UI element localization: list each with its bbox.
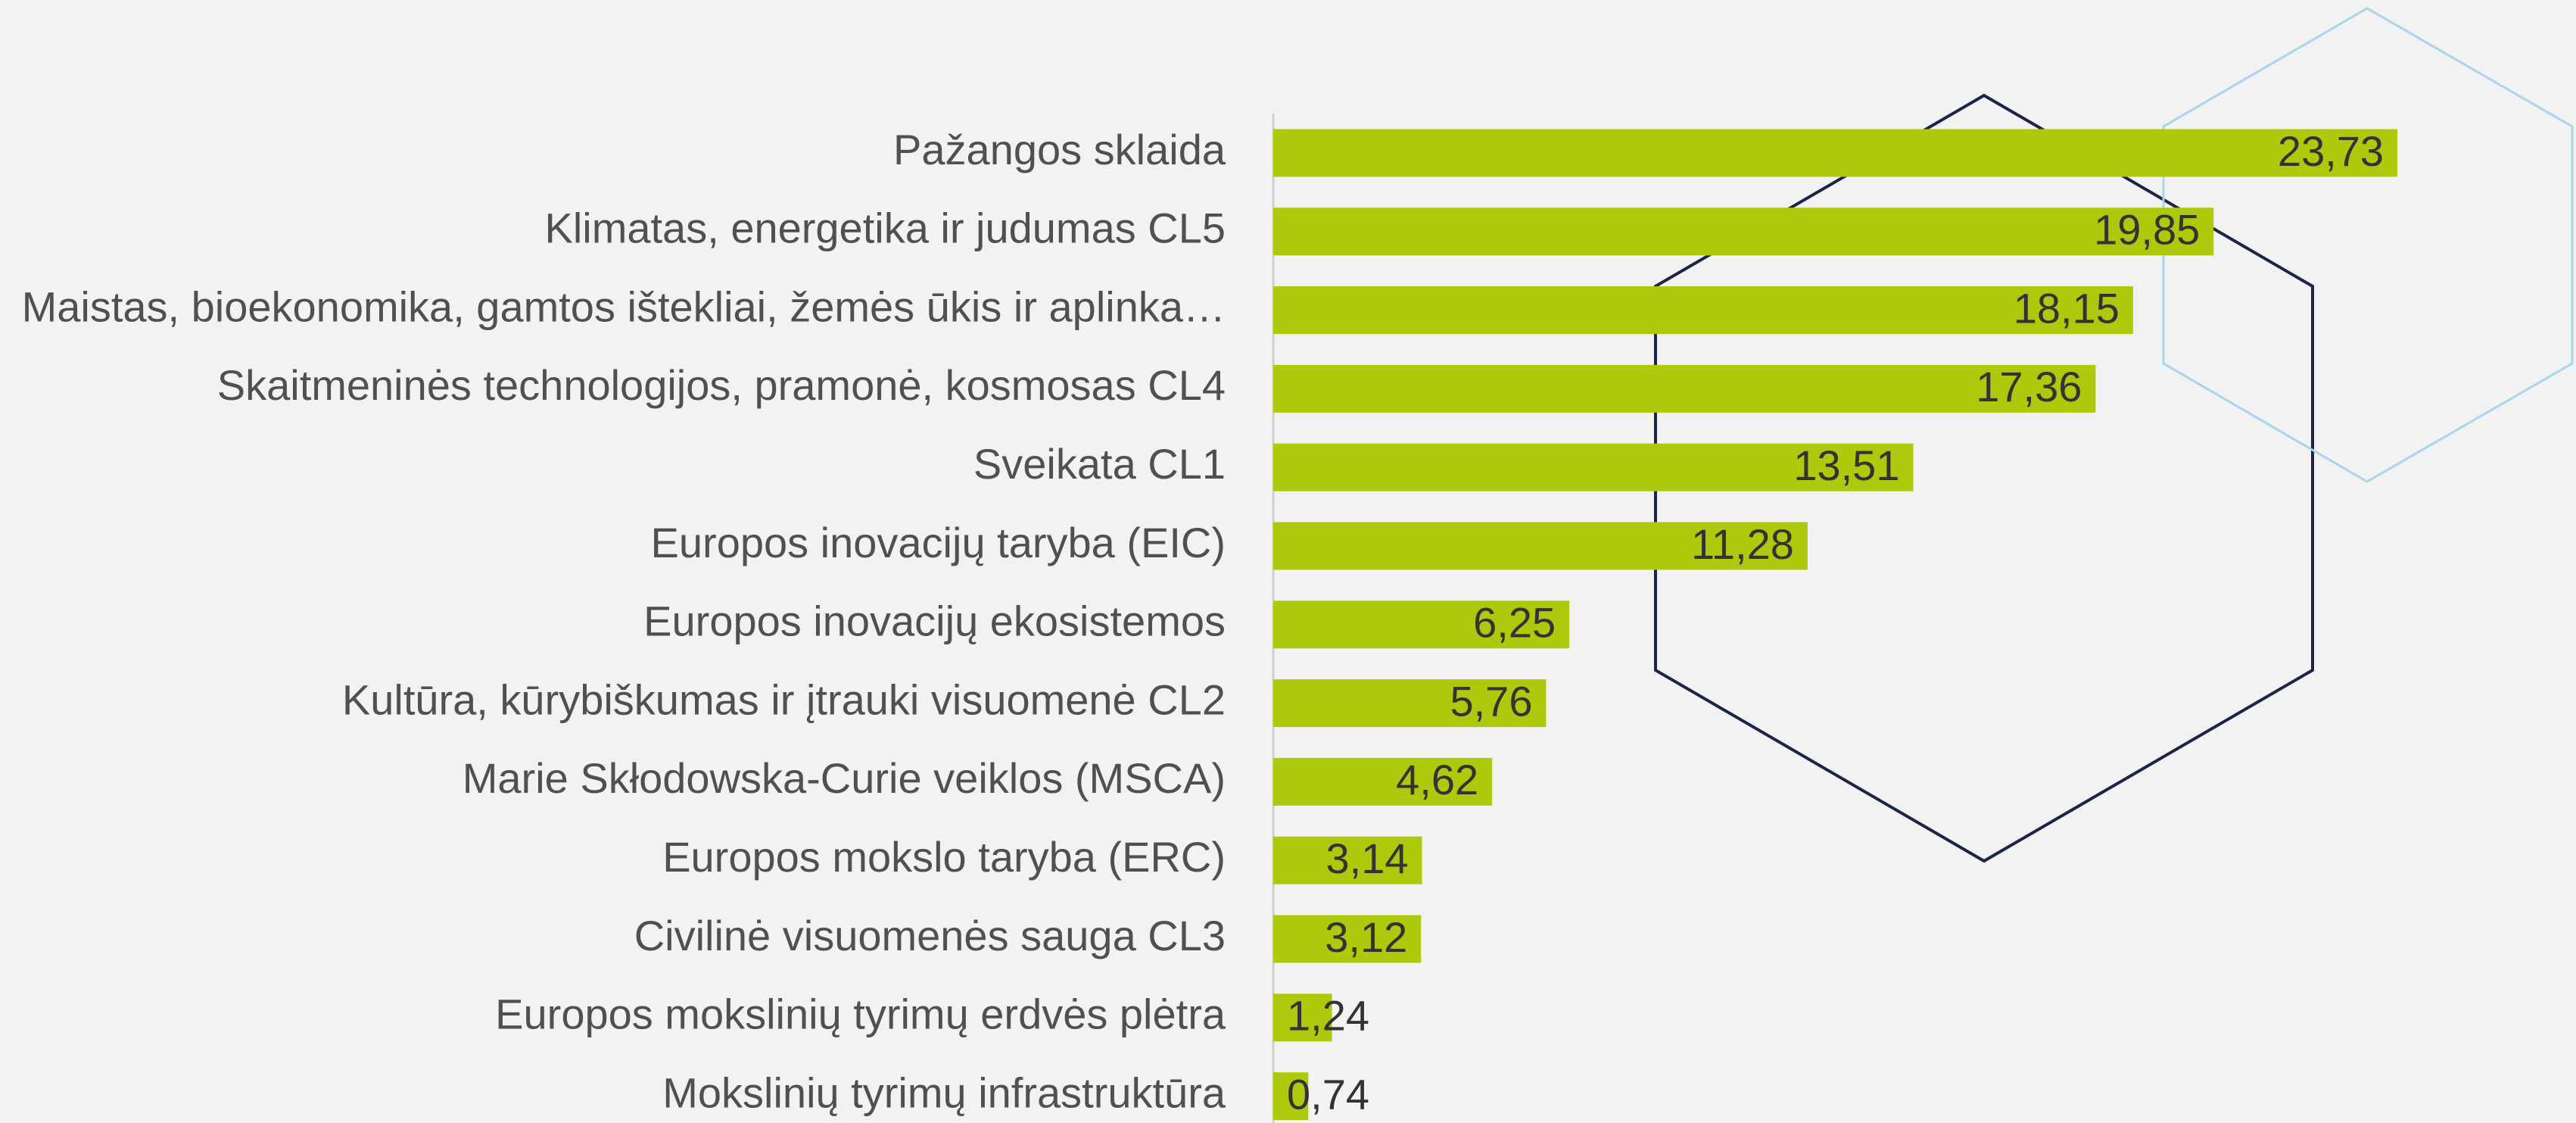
value-label: 23,73	[2278, 127, 2384, 175]
value-label: 17,36	[1976, 363, 2082, 410]
category-label: Civilinė visuomenės sauga CL3	[634, 912, 1226, 959]
bar	[1273, 286, 2133, 334]
value-label: 5,76	[1450, 677, 1532, 725]
category-label: Pažangos sklaida	[893, 126, 1226, 173]
value-label: 13,51	[1793, 441, 1899, 489]
category-label: Europos inovacijų taryba (EIC)	[651, 519, 1226, 566]
value-label: 11,28	[1691, 520, 1794, 568]
bar	[1273, 365, 2095, 413]
bar	[1273, 207, 2213, 255]
value-label: 19,85	[2094, 206, 2200, 254]
category-label: Klimatas, energetika ir judumas CL5	[544, 204, 1226, 252]
category-label: Skaitmeninės technologijos, pramonė, kos…	[217, 361, 1226, 409]
value-label: 3,12	[1325, 913, 1407, 961]
category-label: Maistas, bioekonomika, gamtos ištekliai,…	[22, 282, 1226, 330]
category-label: Europos mokslinių tyrimų erdvės plėtra	[495, 990, 1226, 1038]
value-label: 3,14	[1326, 834, 1409, 882]
value-label: 6,25	[1473, 599, 1556, 647]
category-label: Marie Skłodowska-Curie veiklos (MSCA)	[463, 754, 1226, 802]
chart: Pažangos sklaida 23,73 Klimatas, energetik…	[0, 0, 2576, 1123]
category-label: Europos mokslo taryba (ERC)	[662, 833, 1226, 881]
category-label: Europos inovacijų ekosistemos	[643, 597, 1226, 645]
value-label: 1,24	[1287, 992, 1369, 1040]
value-label: 18,15	[2014, 284, 2120, 332]
value-label: 4,62	[1396, 756, 1478, 803]
category-label: Kultūra, kūrybiškumas ir įtrauki visuome…	[342, 675, 1226, 723]
value-label: 0,74	[1287, 1070, 1369, 1118]
bar	[1273, 129, 2397, 177]
category-label: Sveikata CL1	[973, 440, 1226, 488]
category-label: Mokslinių tyrimų infrastruktūra	[662, 1068, 1226, 1116]
